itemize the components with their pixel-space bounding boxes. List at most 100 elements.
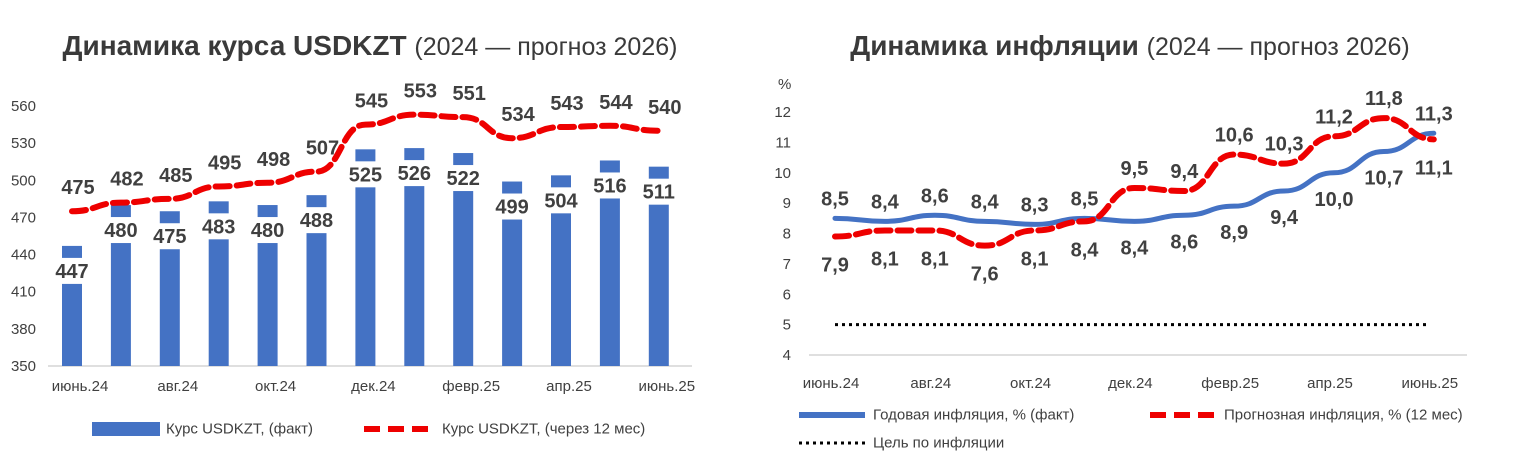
y-tick-label: 9 bbox=[783, 195, 791, 212]
legend-label-usdkzt-forecast: Курс USDKZT, (через 12 мес) bbox=[442, 420, 646, 438]
forecast-value-label: 498 bbox=[257, 149, 290, 171]
x-tick-label: июнь.25 bbox=[639, 378, 696, 395]
forecast-value-label: 507 bbox=[306, 138, 339, 160]
bar-value-label: 522 bbox=[447, 168, 480, 190]
forecast-value-label: 544 bbox=[599, 92, 633, 114]
x-tick-label: дек.24 bbox=[1108, 375, 1153, 392]
x-tick-label: июнь.24 bbox=[52, 378, 109, 395]
y-tick-label: 6 bbox=[783, 286, 791, 303]
y-tick-label: 530 bbox=[11, 135, 36, 152]
legend-swatch-dotted bbox=[799, 441, 865, 445]
y-tick-label: 12 bbox=[774, 104, 791, 121]
bar-value-label: 525 bbox=[349, 164, 382, 186]
forecast-line bbox=[69, 111, 662, 215]
actual-inflation-label: 8,5 bbox=[1071, 188, 1099, 210]
bar bbox=[502, 181, 523, 366]
y-tick-label: 410 bbox=[11, 284, 36, 301]
usdkzt-title-main: Динамика курса USDKZT bbox=[62, 30, 407, 61]
actual-inflation-label: 8,6 bbox=[1170, 231, 1198, 253]
forecast-value-label: 545 bbox=[355, 91, 388, 113]
usdkzt-chart-svg: 350 380 410 440 470 500 530 560 447 480 475 483 480 4… bbox=[11, 81, 696, 395]
actual-inflation-label: 11,3 bbox=[1415, 103, 1453, 125]
actual-inflation-label: 10,0 bbox=[1315, 189, 1354, 211]
bar-value-label: 499 bbox=[495, 197, 528, 219]
forecast-value-label: 475 bbox=[61, 177, 94, 199]
forecast-value-label: 495 bbox=[208, 152, 241, 174]
bar bbox=[110, 205, 131, 366]
x-tick-label: авг.24 bbox=[910, 375, 951, 392]
forecast-inflation-label: 9,4 bbox=[1170, 161, 1199, 183]
legend-label-inflation-fact: Годовая инфляция, % (факт) bbox=[873, 406, 1075, 424]
y-tick-label: 350 bbox=[11, 358, 36, 375]
x-tick-label: окт.24 bbox=[1010, 375, 1051, 392]
forecast-value-label: 534 bbox=[501, 104, 535, 126]
forecast-value-label: 543 bbox=[550, 93, 583, 115]
inflation-y-unit: % bbox=[778, 76, 792, 93]
bar-label-background bbox=[145, 223, 194, 250]
actual-inflation-label: 8,6 bbox=[921, 185, 949, 207]
forecast-inflation-label: 7,6 bbox=[971, 264, 999, 286]
forecast-value-label: 482 bbox=[110, 169, 143, 191]
actual-inflation-label: 10,7 bbox=[1364, 167, 1403, 189]
bar-value-label: 516 bbox=[593, 175, 626, 197]
forecast-value-label: 553 bbox=[404, 81, 437, 103]
bar bbox=[306, 195, 327, 366]
x-tick-label: февр.25 bbox=[442, 378, 500, 395]
x-tick-label: февр.25 bbox=[1201, 375, 1259, 392]
bar-label-background bbox=[537, 187, 585, 214]
y-tick-label: 500 bbox=[11, 172, 36, 189]
bar bbox=[648, 166, 669, 366]
x-tick-label: дек.24 bbox=[351, 378, 396, 395]
x-tick-label: июнь.25 bbox=[1402, 375, 1459, 392]
actual-inflation-label: 8,9 bbox=[1220, 222, 1248, 244]
forecast-inflation-label: 8,4 bbox=[1071, 239, 1100, 261]
actual-inflation-label: 9,4 bbox=[1270, 207, 1299, 229]
legend-item-inflation-forecast: Прогнозная инфляция, % (12 мес) bbox=[1148, 406, 1463, 424]
inflation-chart-panel: Динамика инфляции (2024 — прогноз 2026) … bbox=[745, 0, 1515, 452]
actual-inflation-label: 8,4 bbox=[1120, 237, 1149, 259]
inflation-title-sub: (2024 — прогноз 2026) bbox=[1146, 33, 1410, 61]
x-tick-label: окт.24 bbox=[255, 378, 296, 395]
actual-inflation-label: 8,4 bbox=[971, 191, 1000, 213]
y-tick-label: 11 bbox=[775, 134, 791, 151]
inflation-chart-title: Динамика инфляции (2024 — прогноз 2026) bbox=[745, 30, 1515, 62]
forecast-value-label: 540 bbox=[648, 97, 681, 119]
y-tick-label: 10 bbox=[774, 165, 791, 182]
bar-label-background bbox=[634, 178, 683, 205]
forecast-inflation-line bbox=[832, 115, 1437, 249]
actual-inflation-label: 8,5 bbox=[821, 188, 849, 210]
legend-swatch-dashed bbox=[364, 426, 434, 433]
bar-label-background bbox=[96, 217, 145, 244]
x-tick-label: апр.25 bbox=[1307, 375, 1353, 392]
bar-value-label: 483 bbox=[202, 216, 235, 238]
bar-label-background bbox=[292, 207, 341, 234]
legend-label-inflation-forecast: Прогнозная инфляция, % (12 мес) bbox=[1224, 406, 1463, 424]
bar-label-background bbox=[48, 257, 96, 284]
y-tick-label: 380 bbox=[11, 321, 36, 338]
actual-inflation-label: 8,3 bbox=[1021, 194, 1049, 216]
actual-inflation-line bbox=[832, 130, 1437, 227]
forecast-inflation-label: 11,8 bbox=[1365, 88, 1403, 110]
forecast-inflation-label: 10,3 bbox=[1265, 134, 1304, 156]
usdkzt-chart-title: Динамика курса USDKZT (2024 — прогноз 20… bbox=[0, 30, 740, 62]
bar bbox=[551, 175, 571, 366]
forecast-inflation-label: 8,1 bbox=[1021, 248, 1049, 270]
y-tick-label: 5 bbox=[783, 317, 791, 334]
bar-value-label: 488 bbox=[300, 210, 333, 232]
bar-value-label: 511 bbox=[643, 182, 675, 204]
forecast-inflation-label: 7,9 bbox=[821, 255, 849, 277]
legend-item-inflation-target: Цель по инфляции bbox=[797, 434, 1004, 452]
x-tick-label: авг.24 bbox=[157, 378, 198, 395]
bar-value-label: 480 bbox=[251, 220, 284, 242]
bar-label-background bbox=[390, 160, 439, 187]
bar-value-label: 475 bbox=[153, 226, 186, 248]
inflation-chart-svg: 4 5 6 7 8 9 10 11 12 8,5 8,4 8,6 8,4 8,3 8,5 8,4 8,6 8,9 9… bbox=[774, 88, 1467, 392]
actual-inflation-label: 8,4 bbox=[871, 191, 900, 213]
bar-label-background bbox=[439, 165, 488, 192]
bar-label-background bbox=[341, 161, 390, 188]
y-tick-label: 8 bbox=[783, 226, 791, 243]
bar-label-background bbox=[585, 172, 634, 199]
legend-item-usdkzt-fact: Курс USDKZT, (факт) bbox=[92, 420, 313, 438]
bar bbox=[355, 149, 376, 366]
forecast-inflation-label: 11,2 bbox=[1315, 106, 1353, 128]
